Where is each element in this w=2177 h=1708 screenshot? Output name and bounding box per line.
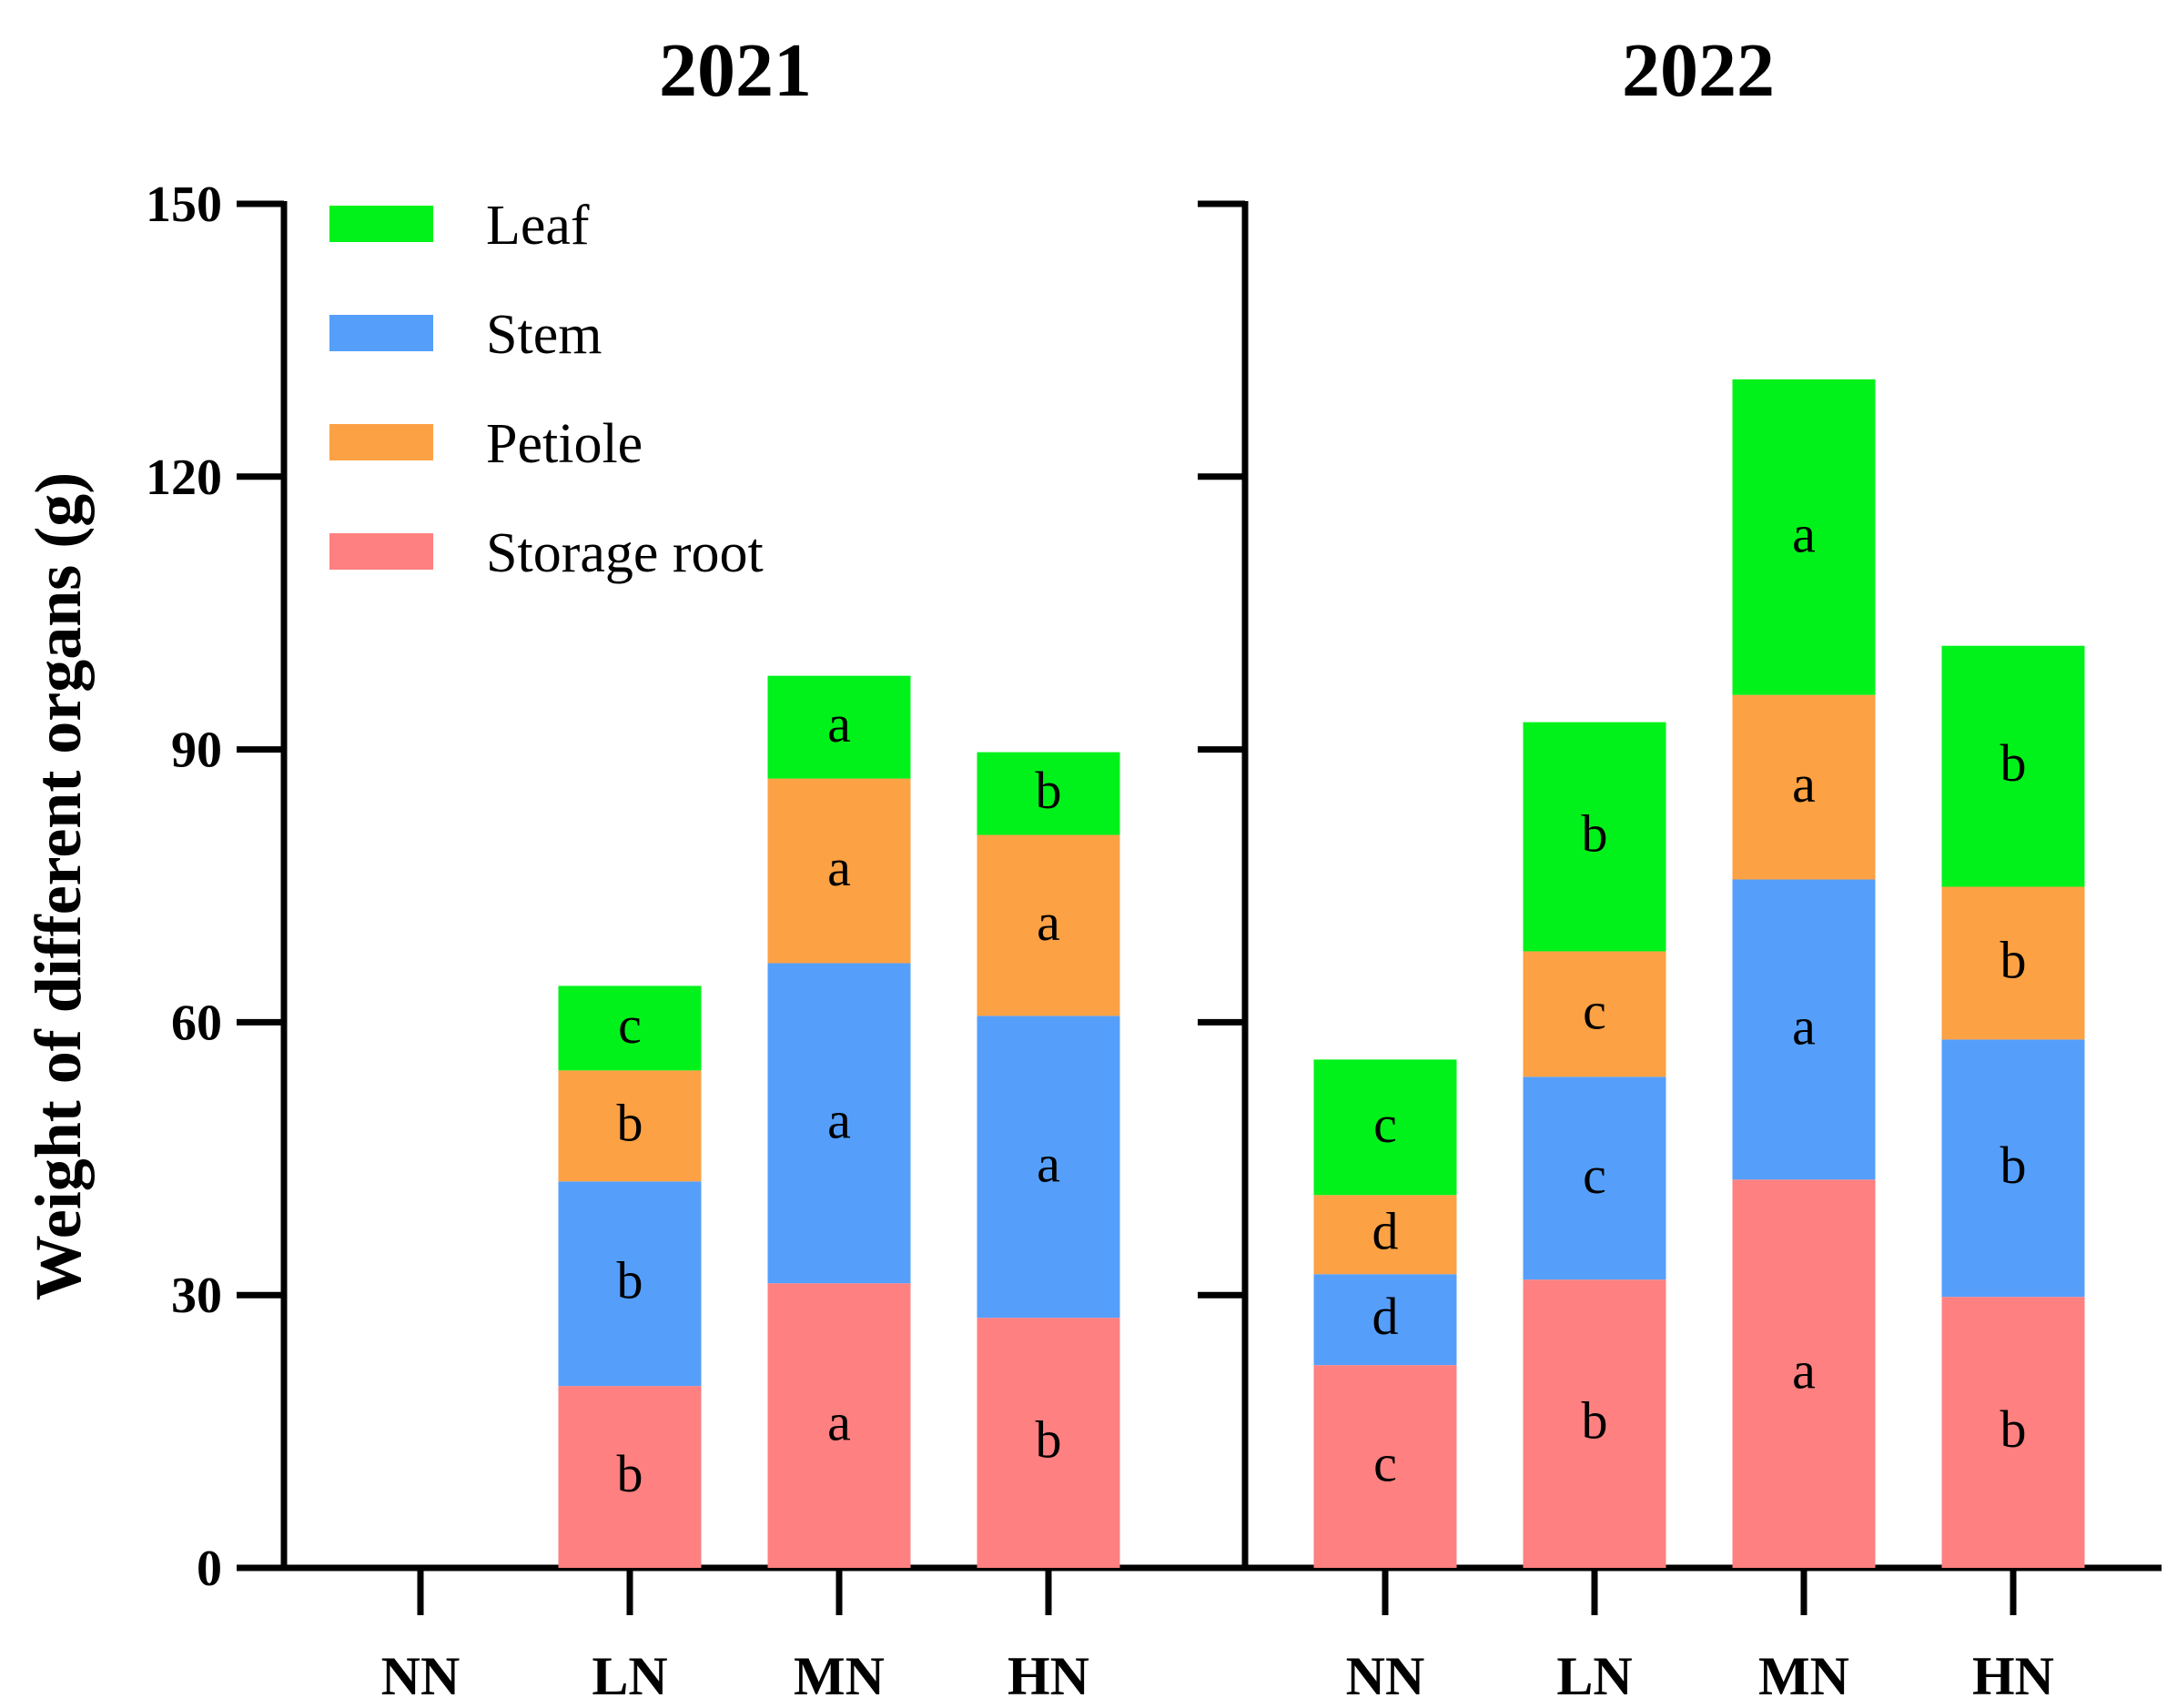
significance-letter: d [1372, 1202, 1399, 1261]
legend-swatch-storage-root [329, 533, 433, 570]
significance-letter: b [2000, 1400, 2027, 1459]
significance-letter: a [827, 838, 851, 897]
legend-label: Stem [486, 304, 602, 366]
x-tick-label-hn: HN [1007, 1646, 1089, 1706]
significance-letter: a [1792, 996, 1816, 1056]
significance-letter: b [1036, 1410, 1062, 1470]
x-tick-label-ln: LN [1556, 1646, 1632, 1706]
bar-segment-stem [1313, 1274, 1457, 1366]
significance-letter: c [1583, 981, 1606, 1040]
bar-segment-storage-root [1732, 1179, 1876, 1568]
bar-segment-petiole [1941, 886, 2085, 1040]
significance-letter: c [1373, 1434, 1397, 1493]
bar-segment-stem [767, 963, 911, 1284]
bar-segment-stem [1732, 879, 1876, 1180]
significance-letter: a [1037, 893, 1060, 952]
x-tick-label-nn: NN [1346, 1646, 1425, 1706]
bar-segment-petiole [1313, 1195, 1457, 1275]
bar-segment-storage-root [1523, 1279, 1666, 1568]
significance-letter: c [1583, 1146, 1606, 1205]
legend-swatch-petiole [329, 424, 433, 460]
legend-label: Leaf [486, 195, 590, 257]
significance-letter: b [2000, 930, 2027, 989]
bar-segment-leaf [1732, 379, 1876, 695]
significance-letter: a [827, 694, 851, 753]
significance-letter: a [827, 1393, 851, 1452]
y-tick-label: 60 [171, 995, 222, 1051]
bar-segment-storage-root [977, 1318, 1120, 1568]
legend-swatch-stem [329, 315, 433, 351]
bar-segment-stem [558, 1181, 702, 1387]
significance-letter: c [618, 995, 642, 1055]
bar-segment-storage-root [1313, 1365, 1457, 1568]
significance-letter: a [1037, 1134, 1060, 1193]
bar-segment-stem [977, 1016, 1120, 1319]
significance-letter: a [1792, 1341, 1816, 1400]
bar-segment-storage-root [558, 1386, 702, 1568]
significance-letter: b [617, 1093, 643, 1152]
panel-title-2021: 2021 [659, 28, 812, 113]
significance-letter: b [1582, 804, 1608, 864]
bar-segment-petiole [977, 834, 1120, 1016]
panel-title-2022: 2022 [1622, 28, 1775, 113]
significance-letter: a [1792, 754, 1816, 814]
bar-segment-petiole [558, 1070, 702, 1182]
significance-letter: b [617, 1251, 643, 1310]
bar-segment-leaf [1523, 722, 1666, 952]
y-tick-label: 30 [171, 1268, 222, 1324]
bar-segment-storage-root [767, 1283, 911, 1568]
y-tick-label: 120 [146, 450, 222, 506]
legend-swatch-leaf [329, 206, 433, 242]
x-tick-label-mn: MN [794, 1646, 885, 1706]
bar-segment-leaf [1941, 645, 2085, 887]
y-axis-label: Weight of different organs (g) [22, 472, 95, 1301]
significance-letter: a [827, 1090, 851, 1149]
bar-segment-leaf [977, 752, 1120, 835]
significance-letter: b [1582, 1391, 1608, 1450]
significance-letter: d [1372, 1287, 1399, 1346]
x-tick-label-nn: NN [381, 1646, 461, 1706]
significance-letter: a [1792, 504, 1816, 563]
significance-letter: b [2000, 1136, 2027, 1195]
bar-segment-storage-root [1941, 1297, 2085, 1568]
bar-segment-stem [1941, 1039, 2085, 1298]
x-tick-label-ln: LN [592, 1646, 667, 1706]
legend-label: Petiole [486, 413, 643, 475]
legend-label: Storage root [486, 522, 764, 584]
bar-segment-petiole [1732, 694, 1876, 880]
y-tick-label: 90 [171, 723, 222, 779]
y-tick-label: 0 [197, 1541, 222, 1597]
bar-segment-stem [1523, 1076, 1666, 1280]
significance-letter: b [1036, 761, 1062, 820]
bar-segment-leaf [767, 675, 911, 779]
bar-segment-leaf [558, 985, 702, 1071]
bar-segment-petiole [767, 778, 911, 964]
bar-segment-leaf [1313, 1059, 1457, 1196]
bar-segment-petiole [1523, 951, 1666, 1077]
significance-letter: b [2000, 733, 2027, 793]
y-tick-label: 150 [146, 177, 222, 233]
x-tick-label-hn: HN [1972, 1646, 2054, 1706]
x-tick-label-mn: MN [1758, 1646, 1849, 1706]
significance-letter: c [1373, 1095, 1397, 1154]
significance-letter: b [617, 1444, 643, 1503]
